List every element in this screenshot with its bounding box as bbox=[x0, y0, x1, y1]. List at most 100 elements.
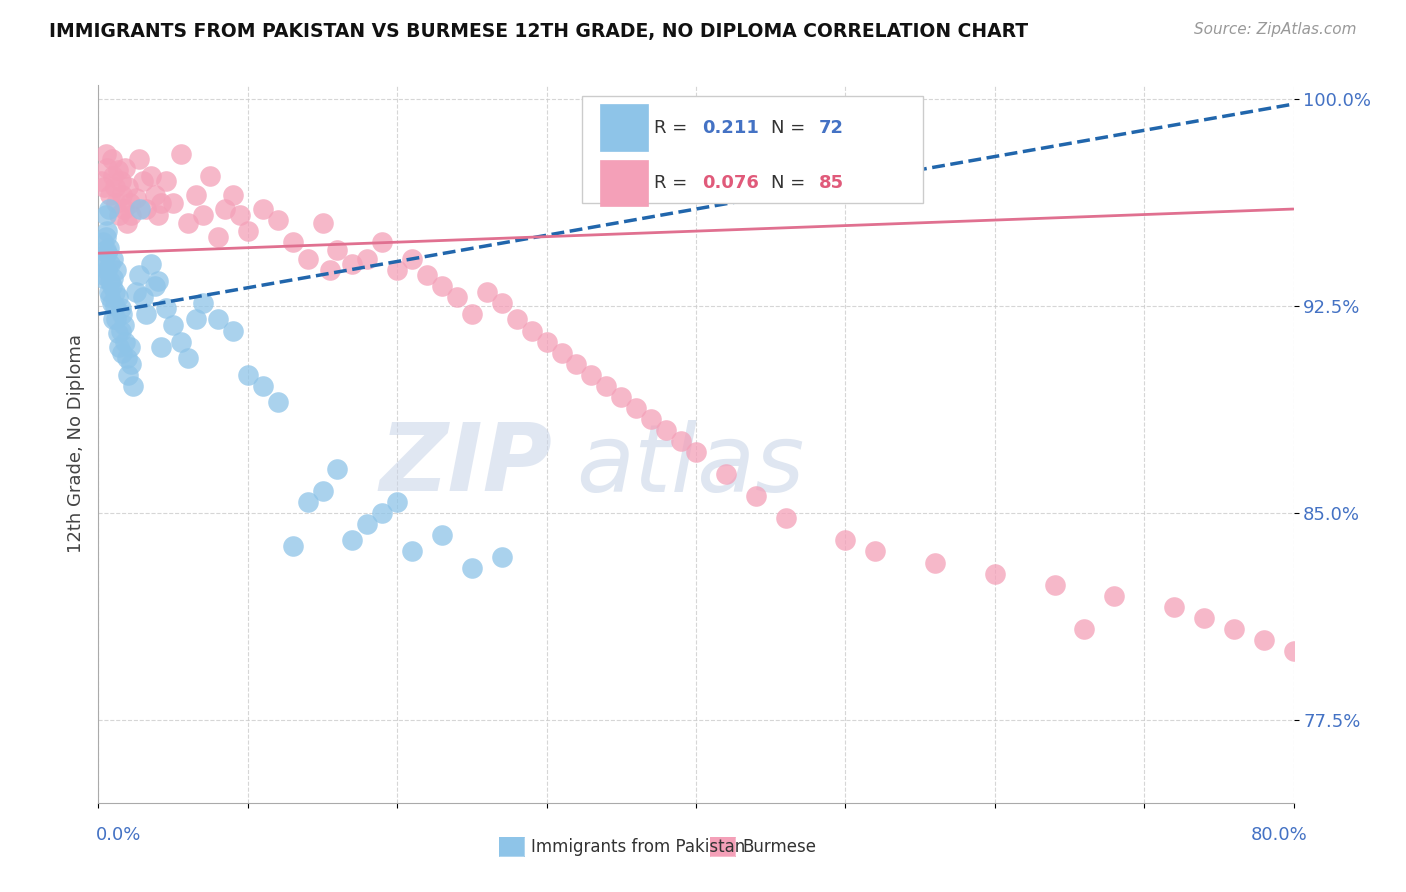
Point bbox=[401, 544, 423, 558]
Point bbox=[475, 285, 498, 299]
Point bbox=[101, 279, 124, 293]
Point bbox=[1104, 589, 1126, 603]
Text: N =: N = bbox=[772, 174, 811, 192]
Point bbox=[98, 274, 122, 288]
Text: ZIP: ZIP bbox=[380, 419, 553, 511]
Point bbox=[356, 516, 378, 531]
Point bbox=[214, 202, 236, 216]
Point bbox=[281, 235, 304, 249]
Point bbox=[93, 180, 115, 194]
Point bbox=[281, 539, 304, 553]
Point bbox=[506, 312, 529, 326]
Point bbox=[640, 412, 662, 426]
Point bbox=[207, 312, 229, 326]
Point bbox=[236, 368, 259, 382]
Point bbox=[984, 566, 1007, 581]
Point bbox=[96, 224, 118, 238]
Text: 85: 85 bbox=[820, 174, 844, 192]
Point bbox=[356, 252, 378, 266]
Point bbox=[135, 202, 157, 216]
Point bbox=[1282, 644, 1305, 658]
Point bbox=[610, 390, 633, 404]
Point bbox=[104, 299, 127, 313]
Point bbox=[98, 290, 122, 304]
Point bbox=[520, 324, 543, 338]
Point bbox=[342, 257, 364, 271]
Point bbox=[150, 340, 173, 354]
Point bbox=[112, 318, 135, 332]
Text: Immigrants from Pakistan: Immigrants from Pakistan bbox=[531, 838, 745, 855]
Point bbox=[107, 163, 129, 178]
Point bbox=[669, 434, 692, 448]
Point bbox=[222, 324, 245, 338]
Point bbox=[169, 334, 191, 349]
Point bbox=[924, 556, 946, 570]
FancyBboxPatch shape bbox=[600, 160, 648, 206]
Point bbox=[155, 174, 177, 188]
Text: IMMIGRANTS FROM PAKISTAN VS BURMESE 12TH GRADE, NO DIPLOMA CORRELATION CHART: IMMIGRANTS FROM PAKISTAN VS BURMESE 12TH… bbox=[49, 22, 1028, 41]
Point bbox=[416, 268, 439, 283]
Point bbox=[132, 174, 155, 188]
Point bbox=[128, 153, 150, 167]
Point bbox=[184, 188, 207, 202]
Point bbox=[191, 208, 214, 222]
Point bbox=[93, 252, 115, 266]
Point bbox=[169, 146, 191, 161]
Point bbox=[236, 224, 259, 238]
Point bbox=[536, 334, 558, 349]
Point bbox=[297, 252, 319, 266]
Point bbox=[430, 279, 453, 293]
Point bbox=[685, 445, 707, 459]
Point bbox=[775, 511, 797, 525]
Point bbox=[626, 401, 648, 415]
Point bbox=[112, 202, 135, 216]
Point bbox=[96, 161, 118, 175]
Point bbox=[491, 296, 513, 310]
Point bbox=[148, 274, 170, 288]
Text: Burmese: Burmese bbox=[742, 838, 817, 855]
Point bbox=[108, 208, 131, 222]
Text: R =: R = bbox=[654, 119, 693, 136]
FancyBboxPatch shape bbox=[582, 95, 922, 203]
Point bbox=[135, 307, 157, 321]
Point bbox=[98, 188, 122, 202]
Point bbox=[97, 202, 120, 216]
Point bbox=[101, 296, 124, 310]
Point bbox=[267, 213, 290, 227]
Point bbox=[1163, 599, 1185, 614]
Point bbox=[371, 235, 394, 249]
Point bbox=[430, 528, 453, 542]
Point bbox=[94, 229, 117, 244]
Point bbox=[105, 262, 128, 277]
Point bbox=[103, 271, 125, 285]
Text: N =: N = bbox=[772, 119, 811, 136]
Point bbox=[252, 378, 274, 392]
Point bbox=[1043, 577, 1066, 591]
Point bbox=[117, 180, 139, 194]
Point bbox=[311, 216, 333, 230]
Point bbox=[115, 351, 138, 366]
Point bbox=[177, 216, 200, 230]
Point bbox=[96, 262, 118, 277]
Point bbox=[222, 188, 245, 202]
Point bbox=[115, 216, 138, 230]
Point bbox=[311, 483, 333, 498]
Point bbox=[1192, 611, 1215, 625]
Point bbox=[461, 561, 484, 575]
Point bbox=[97, 285, 120, 299]
Point bbox=[103, 312, 125, 326]
Point bbox=[461, 307, 484, 321]
Point bbox=[550, 345, 572, 359]
Point bbox=[342, 533, 364, 548]
Point bbox=[105, 196, 128, 211]
Point bbox=[207, 229, 229, 244]
Point bbox=[491, 549, 513, 564]
Point bbox=[90, 257, 112, 271]
Text: R =: R = bbox=[654, 174, 693, 192]
Point bbox=[139, 257, 162, 271]
Point bbox=[104, 285, 127, 299]
Point bbox=[1223, 622, 1246, 636]
Point bbox=[104, 180, 127, 194]
Point bbox=[125, 285, 148, 299]
Point bbox=[103, 252, 125, 266]
